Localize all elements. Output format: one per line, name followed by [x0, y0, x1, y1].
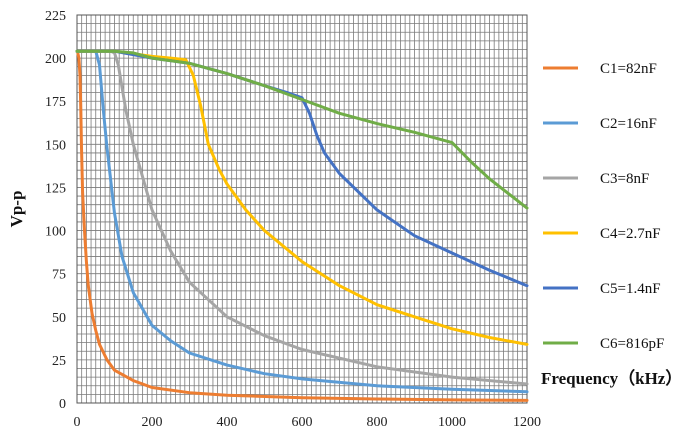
x-tick-label: 600: [292, 415, 313, 430]
series-line-3: [75, 49, 529, 386]
x-tick-label: 200: [142, 415, 163, 430]
y-tick-label: 150: [45, 138, 66, 153]
y-tick-label: 225: [45, 9, 66, 24]
y-tick-label: 100: [45, 225, 66, 240]
legend: C1=82nF C2=16nF C3=8nF C4=2.7nF C5=1.4nF C6=8…: [543, 61, 664, 352]
series-line-2: [75, 49, 529, 394]
x-tick-label: 0: [74, 415, 81, 430]
x-tick-label: 1000: [438, 415, 466, 430]
y-tick-label: 125: [45, 181, 66, 196]
y-tick-label: 175: [45, 95, 66, 110]
y-axis-label: Vp-p: [7, 191, 26, 228]
y-axis-tick-labels: 0 25 50 75 100 125 150 175 200 225: [45, 9, 66, 412]
y-tick-label: 50: [52, 311, 66, 326]
y-tick-label: 200: [45, 52, 66, 67]
series-lines: [75, 49, 529, 402]
series-line-4: [75, 49, 529, 346]
y-tick-label: 25: [52, 354, 66, 369]
legend-label-1: C1=82nF: [600, 61, 657, 77]
legend-label-3: C3=8nF: [600, 171, 649, 187]
x-tick-label: 400: [217, 415, 238, 430]
x-axis-label: Frequency（kHz）: [541, 368, 678, 388]
legend-label-2: C2=16nF: [600, 116, 657, 132]
legend-label-6: C6=816pF: [600, 336, 664, 352]
x-axis-tick-labels: 0 200 400 600 800 1000 1200: [74, 415, 542, 430]
series-line-1: [76, 51, 529, 402]
series-line-6: [75, 49, 529, 210]
y-tick-label: 75: [52, 268, 66, 283]
x-tick-label: 800: [367, 415, 388, 430]
x-tick-label: 1200: [513, 415, 541, 430]
legend-label-5: C5=1.4nF: [600, 281, 661, 297]
legend-label-4: C4=2.7nF: [600, 226, 661, 242]
y-tick-label: 0: [59, 397, 66, 412]
chart-grid: [76, 14, 528, 404]
